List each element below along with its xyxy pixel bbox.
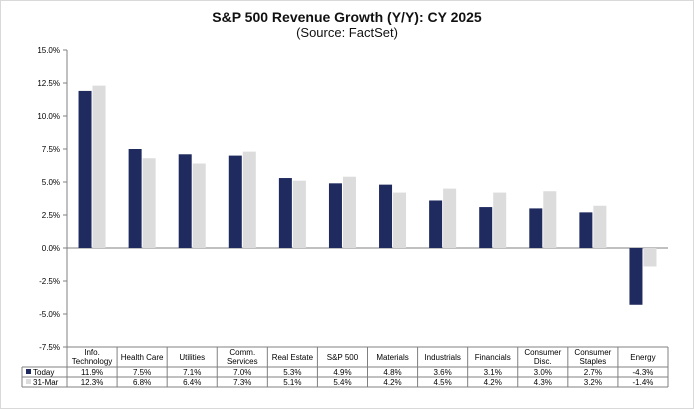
data-label: 3.0% xyxy=(534,368,552,377)
y-tick-label: 5.0% xyxy=(42,178,60,187)
legend-label: Today xyxy=(33,368,54,377)
data-label: 6.4% xyxy=(183,378,201,387)
category-label: Real Estate xyxy=(272,353,314,362)
bar-31-mar xyxy=(142,158,156,248)
data-label: 5.1% xyxy=(283,378,301,387)
bar-31-mar xyxy=(543,191,557,248)
bar-31-mar xyxy=(443,188,457,248)
data-label: 5.3% xyxy=(283,368,301,377)
bar-today xyxy=(479,207,493,248)
data-label: 7.5% xyxy=(133,368,151,377)
bar-today xyxy=(278,178,292,248)
category-label: Health Care xyxy=(121,353,164,362)
category-label: Financials xyxy=(475,353,511,362)
y-tick-label: -5.0% xyxy=(39,310,60,319)
category-label: Disc. xyxy=(534,357,552,366)
bar-today xyxy=(579,212,593,248)
bar-today xyxy=(629,248,643,305)
data-label: -1.4% xyxy=(633,378,654,387)
data-label: 11.9% xyxy=(81,368,103,377)
data-label: 7.1% xyxy=(183,368,201,377)
data-label: 7.0% xyxy=(233,368,251,377)
data-label: 12.3% xyxy=(81,378,104,387)
bar-today xyxy=(328,183,342,248)
data-label: 7.3% xyxy=(233,378,251,387)
legend-label: 31-Mar xyxy=(33,378,59,387)
y-tick-label: 2.5% xyxy=(42,211,60,220)
chart-title: S&P 500 Revenue Growth (Y/Y): CY 2025 xyxy=(212,9,482,25)
bar-today xyxy=(429,200,443,248)
bar-today xyxy=(379,184,393,248)
bar-31-mar xyxy=(292,180,306,248)
bar-today xyxy=(228,155,242,248)
category-label: Consumer xyxy=(524,348,561,357)
y-tick-label: -2.5% xyxy=(39,277,60,286)
category-label: Comm. xyxy=(229,348,255,357)
category-label: Staples xyxy=(580,357,607,366)
category-label: Industrials xyxy=(424,353,460,362)
legend-key-today xyxy=(26,369,31,374)
category-label: Info. xyxy=(84,348,100,357)
data-label: 4.2% xyxy=(383,378,401,387)
data-label: 2.7% xyxy=(584,368,602,377)
y-tick-label: 7.5% xyxy=(42,145,60,154)
bar-31-mar xyxy=(192,163,206,248)
data-label: 4.8% xyxy=(383,368,401,377)
y-tick-label: 0.0% xyxy=(42,244,60,253)
category-label: Utilities xyxy=(179,353,205,362)
y-tick-label: 12.5% xyxy=(37,79,60,88)
data-label: 4.2% xyxy=(484,378,502,387)
bar-31-mar xyxy=(393,192,407,248)
data-label: 4.9% xyxy=(333,368,351,377)
data-label: 3.2% xyxy=(584,378,602,387)
category-label: Energy xyxy=(630,353,655,362)
bar-31-mar xyxy=(92,85,106,248)
bar-31-mar xyxy=(493,192,507,248)
chart-subtitle: (Source: FactSet) xyxy=(296,25,398,40)
data-label: 4.3% xyxy=(534,378,552,387)
category-label: Materials xyxy=(376,353,408,362)
category-label: Services xyxy=(227,357,258,366)
data-label: 4.5% xyxy=(434,378,452,387)
bar-31-mar xyxy=(342,176,356,248)
data-label: 3.6% xyxy=(434,368,452,377)
data-label: 6.8% xyxy=(133,378,151,387)
bar-31-mar xyxy=(242,151,256,248)
legend-key-31-mar xyxy=(26,379,31,384)
bar-today xyxy=(178,154,192,248)
data-label: -4.3% xyxy=(633,368,654,377)
bar-today xyxy=(529,208,543,248)
y-tick-label: 15.0% xyxy=(37,46,60,55)
bar-today xyxy=(128,149,142,248)
bar-31-mar xyxy=(643,248,657,267)
category-label: Technology xyxy=(72,357,112,366)
category-label: Consumer xyxy=(574,348,611,357)
bar-today xyxy=(78,90,92,248)
category-label: S&P 500 xyxy=(327,353,359,362)
data-label: 3.1% xyxy=(484,368,502,377)
y-tick-label: 10.0% xyxy=(37,112,60,121)
y-tick-label: -7.5% xyxy=(39,343,60,352)
data-label: 5.4% xyxy=(333,378,351,387)
bar-31-mar xyxy=(593,205,607,248)
